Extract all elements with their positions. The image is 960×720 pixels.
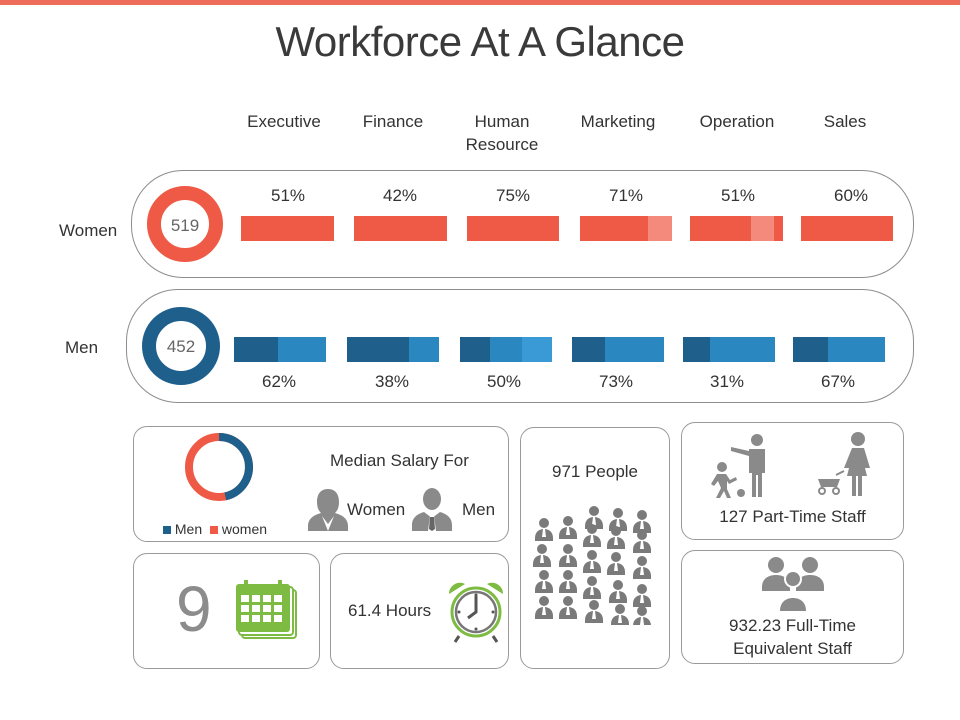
men-bar-human-resource	[460, 337, 552, 362]
crowd-person-icon	[559, 516, 577, 539]
women-pct-sales: 60%	[833, 186, 869, 205]
men-bar-hr-light	[522, 337, 552, 362]
men-pct-human-resource: 50%	[486, 372, 522, 391]
page-title: Workforce At A Glance	[275, 18, 685, 65]
men-row-panel	[126, 289, 914, 403]
part-time-staff-card	[681, 422, 904, 540]
legend-label-men: Men	[174, 521, 203, 537]
salary-donut-men-arc	[218, 433, 253, 501]
women-pct-human-resource: 75%	[495, 186, 531, 205]
women-count: 519	[170, 216, 200, 235]
women-bar-sales	[801, 216, 893, 241]
crowd-person-icon	[559, 596, 577, 619]
father-child-icon	[711, 434, 765, 498]
men-bar-marketing	[572, 337, 664, 362]
crowd-person-icon	[633, 584, 651, 607]
men-bar-hr-dark	[460, 337, 490, 362]
women-row-label: Women	[59, 221, 118, 240]
women-bar-marketing	[580, 216, 672, 241]
women-bar-finance	[354, 216, 447, 241]
crowd-person-icon	[611, 604, 629, 625]
hours-label: 61.4 Hours	[348, 601, 432, 620]
men-bar-marketing-dark	[572, 337, 605, 362]
crowd-person-icon	[633, 530, 651, 553]
alarm-clock-icon	[448, 582, 504, 643]
top-accent-bar	[0, 0, 960, 5]
men-row-label: Men	[65, 338, 99, 357]
crowd-person-icon	[535, 570, 553, 593]
dept-header-human-resource: Human Resource	[465, 112, 539, 154]
men-bar-sales-dark	[793, 337, 828, 362]
women-row-panel	[131, 170, 914, 278]
crowd-person-icon	[633, 606, 651, 625]
crowd-person-icon	[535, 518, 553, 541]
man-avatar-icon	[412, 488, 452, 531]
median-salary-men-label: Men	[462, 500, 496, 519]
legend-swatch-women	[210, 526, 219, 534]
median-salary-women-label: Women	[347, 500, 406, 519]
crowd-person-icon	[535, 596, 553, 619]
women-pct-operation: 51%	[720, 186, 756, 205]
men-pct-finance: 38%	[374, 372, 410, 391]
crowd-person-icon	[633, 556, 651, 579]
calendar-icon	[236, 580, 297, 639]
men-bar-operation	[683, 337, 775, 362]
dept-header-marketing: Marketing	[580, 112, 656, 131]
calendar-value: 9	[176, 573, 212, 645]
men-pct-operation: 31%	[709, 372, 745, 391]
men-bar-sales	[793, 337, 885, 362]
dept-header-finance: Finance	[362, 112, 424, 131]
crowd-person-icon	[607, 526, 625, 549]
women-bar-human-resource	[467, 216, 559, 241]
crowd-person-icon	[633, 510, 651, 533]
women-bar-marketing-highlight	[648, 216, 672, 241]
men-pct-executive: 62%	[261, 372, 297, 391]
dept-header-sales: Sales	[823, 112, 867, 131]
salary-donut-chart	[185, 433, 253, 501]
men-pct-sales: 67%	[820, 372, 856, 391]
women-bar-operation	[690, 216, 783, 241]
women-bar-operation-highlight	[751, 216, 774, 241]
crowd-person-icon	[559, 570, 577, 593]
legend-swatch-men	[163, 526, 171, 534]
crowd-icon	[533, 506, 651, 625]
men-bar-executive-dark	[234, 337, 278, 362]
people-count-label: 971 People	[551, 462, 639, 481]
crowd-person-icon	[583, 524, 601, 547]
men-bar-operation-dark	[683, 337, 710, 362]
salary-legend: Men women	[163, 521, 267, 537]
men-count: 452	[166, 337, 196, 356]
crowd-person-icon	[583, 550, 601, 573]
women-bar-executive	[241, 216, 334, 241]
men-count-donut	[142, 307, 220, 385]
women-count-donut	[147, 186, 223, 262]
part-time-staff-label: 127 Part-Time Staff	[719, 507, 866, 526]
woman-avatar-icon	[308, 489, 348, 531]
crowd-person-icon	[585, 600, 603, 623]
men-pct-marketing: 73%	[598, 372, 634, 391]
median-salary-title: Median Salary For	[330, 451, 469, 470]
full-time-staff-label: 932.23 Full-Time Equivalent Staff	[729, 616, 856, 658]
crowd-person-icon	[533, 544, 551, 567]
crowd-person-icon	[583, 576, 601, 599]
women-pct-finance: 42%	[382, 186, 418, 205]
legend-label-women: women	[221, 521, 268, 537]
women-pct-marketing: 71%	[608, 186, 644, 205]
men-bar-executive	[234, 337, 326, 362]
dept-header-operation: Operation	[699, 112, 775, 131]
men-bar-finance-dark	[347, 337, 409, 362]
crowd-person-icon	[559, 544, 577, 567]
mother-stroller-icon	[818, 432, 870, 496]
crowd-person-icon	[609, 580, 627, 603]
team-icon	[762, 557, 824, 611]
dept-header-executive: Executive	[247, 112, 321, 131]
crowd-person-icon	[607, 552, 625, 575]
women-pct-executive: 51%	[270, 186, 306, 205]
men-bar-finance	[347, 337, 439, 362]
